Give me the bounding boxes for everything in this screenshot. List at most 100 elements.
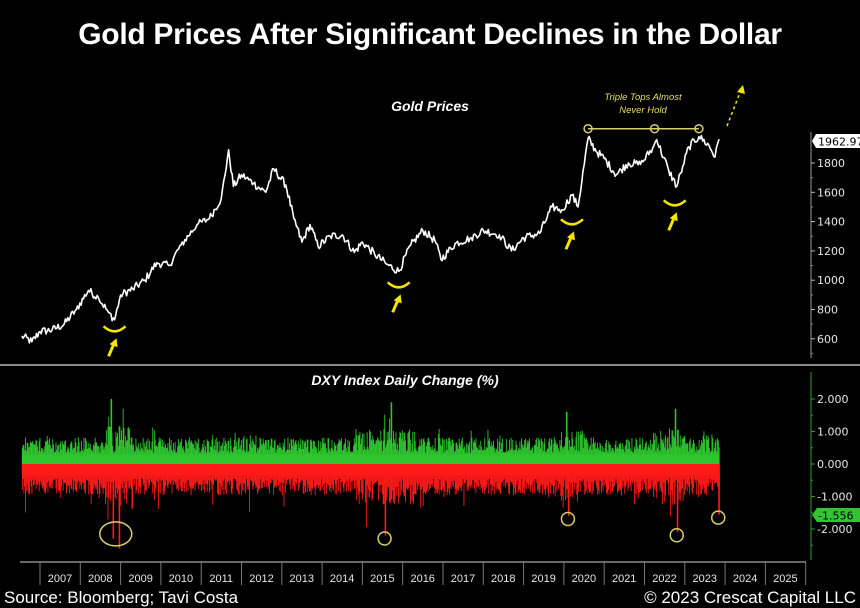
- dxy-bar-up: [303, 440, 305, 464]
- dxy-bar-up: [600, 444, 602, 464]
- dxy-bar-down: [56, 464, 58, 494]
- dxy-bar-up: [707, 435, 709, 464]
- dxy-bar-up: [703, 431, 705, 464]
- dxy-bar-down: [336, 464, 338, 495]
- dxy-bar-up: [412, 431, 414, 464]
- dxy-bar-up: [95, 442, 97, 464]
- dxy-last-value-label: -1.556: [818, 510, 853, 523]
- dxy-bar-down: [359, 464, 361, 492]
- dxy-bar-up: [685, 443, 686, 464]
- year-label: 2022: [652, 573, 676, 585]
- dxy-bar-down: [607, 464, 609, 496]
- dxy-bar-up: [378, 440, 380, 464]
- dxy-bar-up: [125, 441, 127, 464]
- dxy-bar-down: [310, 464, 312, 496]
- dxy-bar-down: [619, 464, 621, 489]
- year-label: 2012: [249, 573, 273, 585]
- gold-y-tick-label: 1600: [817, 186, 845, 199]
- dxy-bar-down: [190, 464, 192, 496]
- dxy-bar-down: [309, 464, 310, 492]
- dxy-bar-down: [514, 464, 516, 494]
- dxy-bar-up: [152, 427, 154, 464]
- dxy-bar-down: [541, 464, 543, 495]
- dxy-bar-up: [399, 431, 401, 464]
- up-arrow-icon: [669, 212, 678, 222]
- dxy-bar-up: [366, 432, 368, 464]
- triple-top-circle: [694, 123, 704, 134]
- dxy-bar-up: [677, 429, 678, 464]
- dxy-bar-up: [196, 442, 198, 464]
- dxy-bar-up: [575, 437, 577, 464]
- dxy-bar-down: [617, 464, 618, 493]
- annotations: [99, 85, 745, 547]
- dxy-bar-up: [639, 437, 641, 464]
- dxy-bar-up: [605, 440, 607, 464]
- dxy-bar-up: [324, 444, 326, 464]
- dxy-bar-up: [375, 440, 377, 464]
- dxy-bar-up: [708, 438, 710, 464]
- dxy-bar-down: [28, 464, 30, 495]
- dxy-bar-down: [437, 464, 439, 490]
- dxy-bar-up: [717, 440, 719, 464]
- year-label: 2013: [290, 573, 314, 585]
- dxy-bar-down: [259, 464, 261, 490]
- dxy-bar-up: [304, 443, 306, 464]
- dxy-bar-down: [488, 464, 490, 494]
- gold-low-marker: [386, 281, 411, 289]
- dxy-bar-up: [452, 440, 454, 464]
- dxy-bar-down: [673, 464, 675, 505]
- dxy-bar-up: [360, 444, 362, 464]
- dxy-bar-down: [573, 464, 575, 490]
- dxy-bar-down: [686, 464, 688, 492]
- dxy-bar-up: [159, 440, 161, 464]
- dxy-bar-down: [467, 464, 469, 487]
- dxy-bar-up: [243, 436, 245, 464]
- dxy-bar-up: [35, 439, 37, 464]
- dxy-bar-up: [712, 438, 714, 464]
- dxy-bars: [21, 399, 720, 549]
- dxy-bar-up: [262, 438, 264, 464]
- dxy-bar-up: [453, 442, 454, 464]
- dxy-bar-up: [525, 439, 526, 464]
- dxy-bar-up: [461, 437, 463, 464]
- dxy-bar-down: [148, 464, 150, 488]
- dxy-bar-down: [76, 464, 78, 492]
- dxy-bar-down: [136, 464, 138, 491]
- dxy-bar-down: [608, 464, 610, 490]
- dxy-bar-up: [293, 444, 295, 464]
- dxy-bar-down: [152, 464, 154, 494]
- dxy-bar-down: [398, 464, 400, 498]
- dxy-bar-down: [153, 464, 155, 500]
- dxy-bar-down: [389, 464, 391, 504]
- dxy-bar-up: [488, 440, 490, 464]
- dxy-bar-up: [60, 441, 62, 464]
- dxy-drop: [384, 464, 387, 536]
- dxy-bar-up: [579, 435, 581, 464]
- dxy-bar-down: [395, 464, 397, 488]
- dxy-bar-up: [39, 437, 41, 464]
- dxy-bar-up: [101, 442, 103, 464]
- dxy-bar-up: [249, 435, 251, 464]
- dxy-bar-down: [664, 464, 666, 502]
- dxy-bar-up: [153, 430, 155, 464]
- dxy-bar-down: [620, 464, 622, 491]
- dxy-bar-down: [520, 464, 522, 494]
- dxy-bar-up: [458, 439, 460, 464]
- dxy-bar-up: [667, 436, 669, 464]
- dxy-bar-up: [337, 442, 339, 464]
- dxy-bar-up: [217, 442, 218, 464]
- dxy-bar-up: [271, 438, 273, 464]
- dxy-bar-up: [653, 439, 655, 464]
- dxy-bar-up: [405, 440, 406, 464]
- dxy-bar-down: [634, 464, 636, 494]
- dxy-bar-down: [209, 464, 210, 493]
- dxy-bar-down: [353, 464, 355, 490]
- dxy-bar-up: [456, 442, 458, 464]
- dxy-bar-up: [321, 438, 323, 464]
- dxy-bar-down: [320, 464, 322, 491]
- dxy-drop-circle: [99, 521, 133, 547]
- dxy-bar-down: [652, 464, 654, 487]
- dxy-bar-down: [369, 464, 370, 498]
- dxy-bar-down: [135, 464, 137, 494]
- dxy-bar-up: [698, 440, 700, 464]
